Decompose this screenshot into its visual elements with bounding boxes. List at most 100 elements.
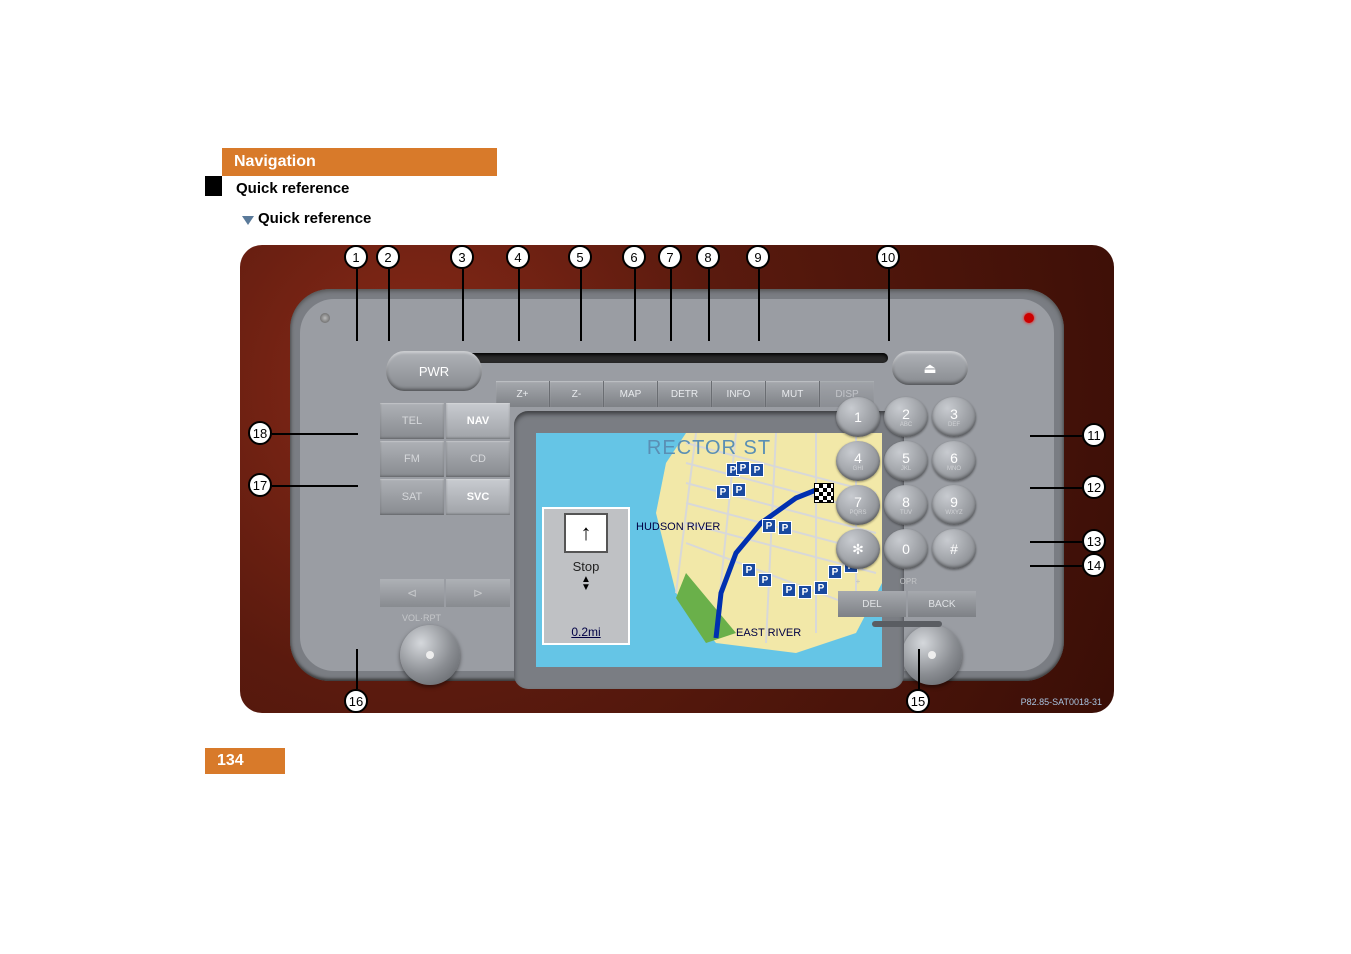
section-title: Quick reference — [258, 210, 371, 227]
callout-leader — [272, 485, 358, 487]
mic-slot-icon — [872, 621, 942, 627]
figure-id: P82.85-SAT0018-31 — [1021, 697, 1102, 707]
callout-6: 6 — [622, 245, 646, 269]
keypad-9[interactable]: 9WXYZ — [932, 485, 976, 525]
mode-button-fm[interactable]: FM — [380, 441, 444, 477]
seek-row: ⊲ ⊳ — [380, 579, 510, 607]
parking-icon: P — [716, 485, 730, 499]
arrow-glyph: ↑ — [581, 520, 592, 546]
keypad-5[interactable]: 5JKL — [884, 441, 928, 481]
softkey-detr[interactable]: DETR — [658, 381, 712, 407]
callout-leader — [1030, 487, 1082, 489]
mode-button-tel[interactable]: TEL — [380, 403, 444, 439]
seek-next-button[interactable]: ⊳ — [446, 579, 510, 607]
callout-17: 17 — [248, 473, 272, 497]
rotary-push-knob[interactable] — [902, 625, 962, 685]
parking-icon: P — [758, 573, 772, 587]
del-button[interactable]: DEL — [838, 591, 906, 617]
east-river-label: EAST RIVER — [736, 627, 801, 639]
hudson-river-label: HUDSON RIVER — [636, 521, 720, 533]
nav-guidance-panel: ↑ Stop ▲▼ 0.2mi — [542, 507, 630, 645]
cd-slot[interactable] — [462, 353, 888, 363]
nav-stop-label: Stop — [544, 559, 628, 574]
callout-18: 18 — [248, 421, 272, 445]
mode-button-svc[interactable]: SVC — [446, 479, 510, 515]
power-button-label: PWR — [419, 364, 449, 379]
destination-flag-icon — [814, 483, 834, 503]
seek-prev-button[interactable]: ⊲ — [380, 579, 444, 607]
parking-icon: P — [814, 581, 828, 595]
back-button[interactable]: BACK — [908, 591, 976, 617]
callout-14: 14 — [1082, 553, 1106, 577]
callout-leader — [1030, 565, 1082, 567]
volume-knob[interactable] — [400, 625, 460, 685]
keypad-1[interactable]: 1 — [836, 397, 880, 437]
screw-icon — [320, 313, 330, 323]
keypad-6[interactable]: 6MNO — [932, 441, 976, 481]
parking-icon: P — [782, 583, 796, 597]
callout-3: 3 — [450, 245, 474, 269]
callout-leader — [1030, 435, 1082, 437]
callout-11: 11 — [1082, 423, 1106, 447]
callout-9: 9 — [746, 245, 770, 269]
mode-button-grid: TELNAVFMCDSATSVC — [380, 403, 510, 515]
softkey-mut[interactable]: MUT — [766, 381, 820, 407]
keypad-3[interactable]: 3DEF — [932, 397, 976, 437]
callout-16: 16 — [344, 689, 368, 713]
callout-12: 12 — [1082, 475, 1106, 499]
section-marker-icon — [242, 216, 254, 225]
callout-leader — [356, 649, 358, 689]
keypad-7[interactable]: 7PQRS — [836, 485, 880, 525]
keypad-8[interactable]: 8TUV — [884, 485, 928, 525]
vol-rpt-label: VOL·RPT — [402, 613, 441, 623]
nav-distance: 0.2mi — [544, 625, 628, 639]
callout-10: 10 — [876, 245, 900, 269]
page-number: 134 — [205, 748, 285, 774]
callout-leader — [918, 649, 920, 689]
keypad-✻[interactable]: ✻ — [836, 529, 880, 569]
callout-leader — [670, 269, 672, 341]
device-diagram: PWR ⏏ Z+Z-MAPDETRINFOMUTDISP TELNAVFMCDS… — [240, 245, 1114, 713]
callout-leader — [580, 269, 582, 341]
parking-icon: P — [798, 585, 812, 599]
header-black-box — [205, 176, 222, 196]
eject-button[interactable]: ⏏ — [892, 351, 968, 385]
chapter-tab-label: Navigation — [234, 153, 316, 170]
mode-button-sat[interactable]: SAT — [380, 479, 444, 515]
del-button-label: DEL — [862, 599, 881, 610]
parking-icon: P — [736, 461, 750, 475]
keypad-sublabels: +OPR — [836, 577, 976, 586]
nav-scroll-icon: ▲▼ — [544, 576, 628, 592]
mode-button-nav[interactable]: NAV — [446, 403, 510, 439]
callout-13: 13 — [1082, 529, 1106, 553]
callout-7: 7 — [658, 245, 682, 269]
parking-icon: P — [732, 483, 746, 497]
keypad-0[interactable]: 0 — [884, 529, 928, 569]
seek-prev-icon: ⊲ — [407, 586, 417, 600]
callout-leader — [388, 269, 390, 341]
keypad-sublabel: + — [856, 577, 861, 586]
current-street-label: RECTOR ST — [536, 437, 882, 460]
parking-icon: P — [778, 521, 792, 535]
callout-4: 4 — [506, 245, 530, 269]
keypad-#[interactable]: # — [932, 529, 976, 569]
power-button[interactable]: PWR — [386, 351, 482, 391]
callout-leader — [272, 433, 358, 435]
callout-leader — [634, 269, 636, 341]
callout-leader — [1030, 541, 1082, 543]
softkey-map[interactable]: MAP — [604, 381, 658, 407]
numeric-keypad: 12ABC3DEF 4GHI5JKL6MNO 7PQRS8TUV9WXYZ ✻0# — [836, 397, 976, 569]
mode-button-cd[interactable]: CD — [446, 441, 510, 477]
callout-15: 15 — [906, 689, 930, 713]
callout-leader — [356, 269, 358, 341]
softkey-info[interactable]: INFO — [712, 381, 766, 407]
nav-direction-arrow: ↑ — [564, 513, 608, 553]
callout-leader — [888, 269, 890, 341]
callout-8: 8 — [696, 245, 720, 269]
parking-icon: P — [742, 563, 756, 577]
softkey-z[interactable]: Z- — [550, 381, 604, 407]
keypad-4[interactable]: 4GHI — [836, 441, 880, 481]
callout-leader — [518, 269, 520, 341]
seek-next-icon: ⊳ — [473, 586, 483, 600]
keypad-2[interactable]: 2ABC — [884, 397, 928, 437]
